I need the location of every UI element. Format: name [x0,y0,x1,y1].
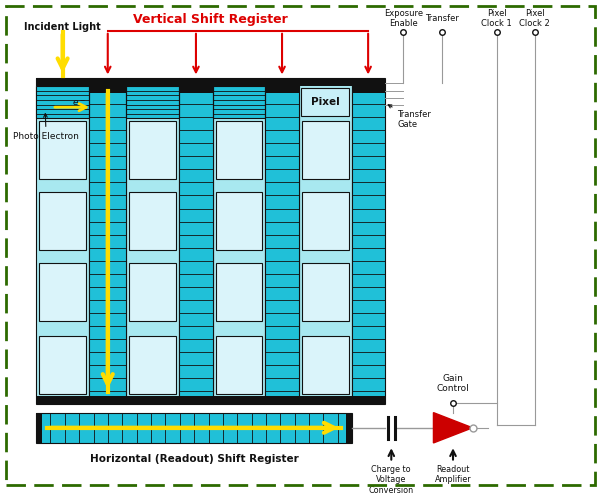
Bar [36,412,42,443]
Text: Transfer: Transfer [426,14,459,23]
Bar [126,78,179,86]
Bar [39,121,86,178]
Bar [352,396,385,404]
Bar [302,336,349,394]
Bar [126,396,179,404]
Bar [213,78,265,404]
Bar [352,78,385,404]
Bar [36,396,89,404]
Text: Readout
Amplifier: Readout Amplifier [435,465,471,484]
Bar [126,86,179,118]
Bar [265,396,299,404]
Text: Incident Light: Incident Light [24,22,101,32]
Bar [216,121,262,178]
Text: $e^-$: $e^-$ [72,98,86,108]
Text: Pixel: Pixel [311,98,340,108]
Bar [36,78,89,86]
Bar [213,396,265,404]
Bar [39,192,86,250]
Bar [213,86,265,118]
Bar [346,412,352,443]
Bar [129,121,176,178]
Bar [36,412,352,443]
Bar [126,86,179,118]
Bar [302,121,349,178]
Bar [39,336,86,394]
Bar [301,88,349,117]
Bar [265,78,299,404]
Bar [36,86,89,118]
Bar [129,263,176,320]
Bar [265,78,299,404]
Bar [179,78,213,93]
Bar [216,263,262,320]
Text: Photo Electron: Photo Electron [13,114,79,141]
Text: Pixel
Clock 1: Pixel Clock 1 [481,9,512,29]
Bar [129,336,176,394]
Text: Vertical Shift Register: Vertical Shift Register [133,13,288,26]
Bar [216,336,262,394]
Bar [213,78,265,86]
Bar [213,86,265,118]
Bar [179,78,213,404]
Bar [299,396,352,404]
Bar [36,78,89,404]
Bar [39,263,86,320]
Text: Charge to
Voltage
Conversion: Charge to Voltage Conversion [369,465,414,495]
Bar [265,78,299,93]
Text: Transfer
Gate: Transfer Gate [388,105,431,130]
Bar [89,78,126,404]
Bar [216,192,262,250]
Bar [129,192,176,250]
Bar [179,78,213,404]
Bar [89,78,126,93]
Bar [299,78,352,86]
Bar [89,396,126,404]
Bar [36,86,89,118]
Bar [302,263,349,320]
Text: Gain
Control: Gain Control [436,374,470,393]
Bar [179,396,213,404]
Polygon shape [433,412,473,443]
Text: Pixel
Clock 2: Pixel Clock 2 [519,9,550,29]
Text: Horizontal (Readout) Shift Register: Horizontal (Readout) Shift Register [90,454,299,464]
Bar [352,78,385,93]
Text: Exposure
Enable: Exposure Enable [384,9,423,29]
Bar [352,78,385,404]
Bar [302,192,349,250]
Bar [89,78,126,404]
Bar [299,78,352,404]
Bar [126,78,179,404]
